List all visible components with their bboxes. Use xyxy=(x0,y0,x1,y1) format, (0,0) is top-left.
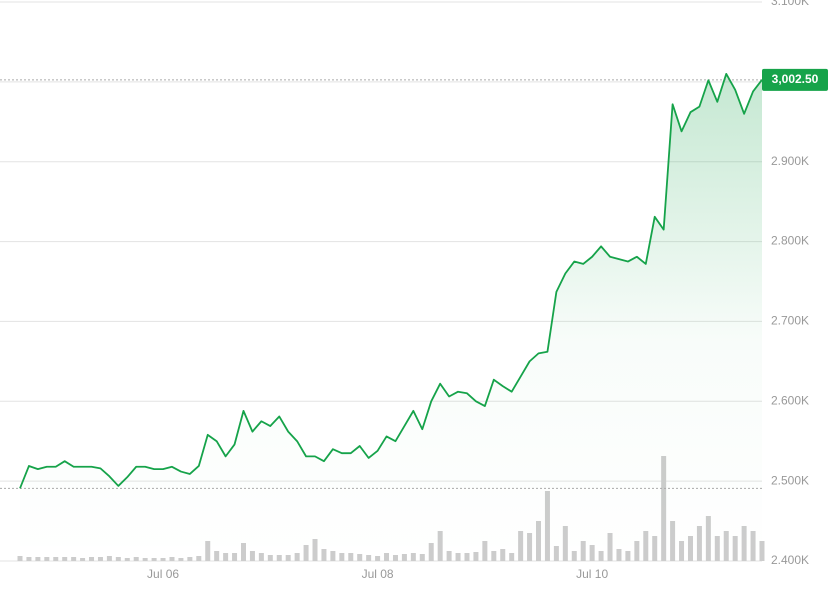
y-tick-label: 2.700K xyxy=(771,314,809,328)
x-tick-label: Jul 06 xyxy=(147,567,179,581)
y-tick-label: 2.800K xyxy=(771,234,809,248)
y-tick-label: 2.400K xyxy=(771,553,809,567)
x-tick-label: Jul 10 xyxy=(576,567,608,581)
price-tag xyxy=(762,68,828,91)
price-line xyxy=(19,72,763,489)
y-tick-label: 3.100K xyxy=(771,0,809,8)
price-tag-label: 3,002.50 xyxy=(772,72,819,86)
y-tick-label: 2.600K xyxy=(771,393,809,407)
y-tick-label: 2.500K xyxy=(771,473,809,487)
y-tick-label: 2.900K xyxy=(771,154,809,168)
x-tick-label: Jul 08 xyxy=(362,567,394,581)
area xyxy=(20,73,762,562)
